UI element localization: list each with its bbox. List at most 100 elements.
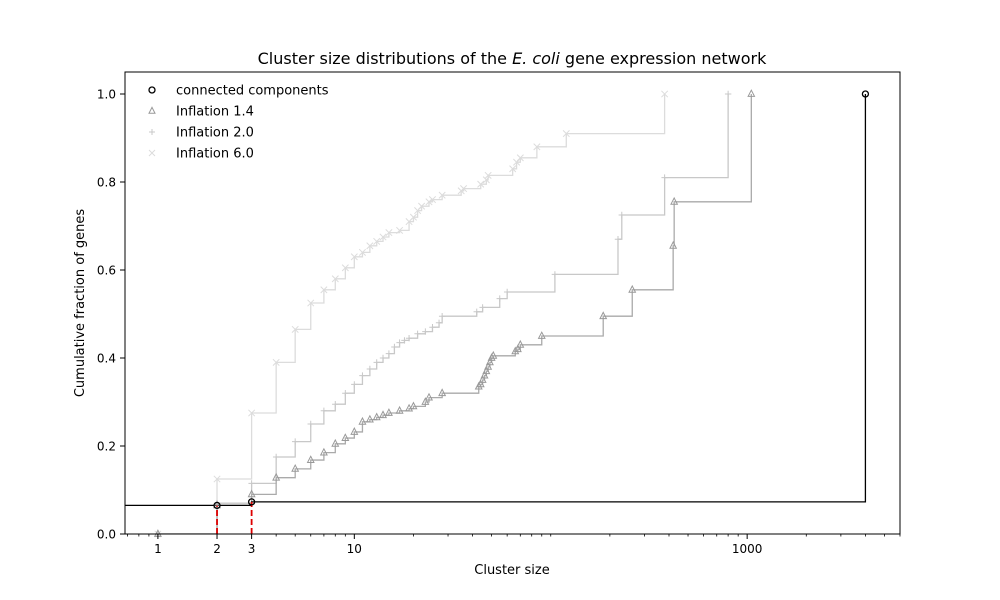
x-axis: 1 2 3 10 1000 [127,534,901,556]
data-point-inflation-2-0 [724,90,732,98]
data-point-inflation-6-0 [533,143,541,151]
data-point-inflation-6-0 [484,171,492,179]
data-point-inflation-1-4 [384,408,393,416]
data-point-inflation-2-0 [435,319,443,326]
data-point-inflation-1-4 [628,284,637,293]
data-point-inflation-1-4 [670,196,679,205]
data-point-inflation-6-0 [425,198,433,206]
data-point-inflation-6-0 [460,185,468,193]
data-point-inflation-1-4 [350,427,359,435]
annotations [216,501,253,534]
x-tick-label: 1 [154,542,162,556]
y-axis-label: Cumulative fraction of genes [73,209,88,398]
series-markers [153,89,870,538]
data-point-inflation-1-4 [424,392,434,401]
data-point-inflation-1-4 [511,346,520,355]
data-point-inflation-6-0 [320,286,328,294]
data-point-inflation-6-0 [373,237,381,245]
data-point-inflation-1-4 [365,414,374,423]
plot-area [125,89,870,538]
data-point-inflation-1-4 [478,375,487,383]
data-point-inflation-2-0 [614,236,622,243]
data-point-inflation-1-4 [489,350,498,359]
data-point-inflation-6-0 [477,180,485,188]
chart-title: Cluster size distributions of the E. col… [258,49,767,68]
data-point-inflation-1-4 [358,416,367,425]
data-point-inflation-2-0 [618,211,625,219]
data-point-inflation-1-4 [480,370,489,379]
data-point-inflation-2-0 [373,359,380,366]
data-point-inflation-1-4 [516,339,525,348]
data-point-inflation-2-0 [366,365,374,373]
y-tick-label: 0.0 [97,528,116,542]
data-point-inflation-2-0 [379,354,387,362]
data-point-inflation-2-0 [248,480,255,487]
data-point-inflation-2-0 [401,337,408,344]
data-point-inflation-6-0 [291,325,299,333]
data-point-inflation-6-0 [396,226,404,234]
y-axis: 0.0 0.2 0.4 0.6 0.8 1.0 [97,88,125,542]
legend-marker-inflation-1-4 [148,106,156,114]
data-point-inflation-2-0 [503,288,511,296]
data-point-inflation-2-0 [422,328,429,335]
data-point-inflation-2-0 [414,330,421,337]
y-tick-label: 0.6 [97,264,116,278]
data-point-inflation-2-0 [272,453,280,461]
data-point-inflation-2-0 [473,308,480,315]
x-tick-label: 3 [248,542,256,556]
data-point-inflation-6-0 [366,242,374,250]
x-tick-label: 2 [213,542,221,556]
data-point-inflation-1-4 [272,472,281,481]
legend-marker-inflation-2-0 [149,129,155,135]
data-point-inflation-2-0 [496,295,503,302]
data-point-inflation-2-0 [551,271,559,278]
data-point-inflation-6-0 [350,253,358,261]
data-point-inflation-1-4 [331,438,340,447]
legend-label-inflation-2-0: Inflation 2.0 [176,126,254,141]
series-line-inflation-1-4 [157,94,752,534]
y-tick-label: 0.2 [97,440,116,454]
data-point-inflation-1-4 [513,344,522,353]
data-point-inflation-2-0 [351,381,358,388]
data-point-inflation-6-0 [418,202,426,210]
data-point-inflation-6-0 [385,229,393,237]
data-point-inflation-6-0 [331,275,339,283]
data-point-inflation-1-4 [247,489,256,498]
data-point-inflation-6-0 [213,475,221,483]
series-line-inflation-6-0 [157,94,666,534]
data-point-connected-components [247,498,256,506]
data-point-inflation-1-4 [409,401,418,410]
y-tick-label: 0.4 [97,352,116,366]
data-point-inflation-1-4 [378,410,388,419]
data-point-inflation-1-4 [372,412,381,421]
x-tick-label: 1000 [732,542,763,556]
data-point-inflation-1-4 [669,240,678,249]
data-point-inflation-1-4 [476,379,485,388]
data-point-inflation-2-0 [342,390,349,397]
data-point-inflation-2-0 [661,174,668,181]
data-point-inflation-6-0 [482,176,490,184]
data-point-inflation-2-0 [332,401,339,408]
data-point-inflation-6-0 [509,165,517,173]
data-point-inflation-1-4 [747,89,756,97]
data-point-connected-components [213,501,221,510]
data-point-inflation-2-0 [391,343,398,351]
data-point-inflation-2-0 [307,420,314,428]
data-point-inflation-6-0 [307,299,315,307]
legend-marker-inflation-6-0 [148,149,156,157]
data-point-inflation-6-0 [438,191,446,199]
data-point-inflation-2-0 [359,372,366,379]
data-point-inflation-1-4 [537,331,546,339]
chart-title-suffix: gene expression network [560,49,767,68]
y-tick-label: 1.0 [97,88,116,102]
data-point-inflation-1-4 [474,381,483,390]
data-point-inflation-1-4 [485,357,494,366]
data-point-inflation-2-0 [405,335,413,342]
data-point-inflation-6-0 [516,154,524,162]
plot-frame [124,71,901,535]
data-point-inflation-1-4 [291,463,300,472]
data-point-inflation-2-0 [320,407,328,414]
data-point-connected-components [861,90,870,98]
data-point-inflation-1-4 [319,447,328,456]
